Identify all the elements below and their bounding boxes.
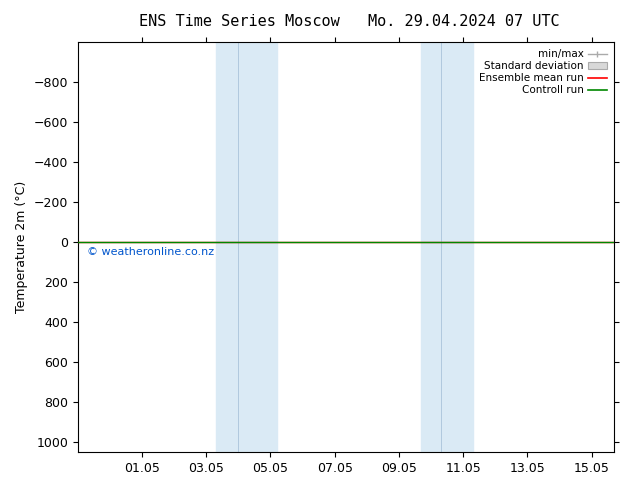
Text: ENS Time Series Moscow: ENS Time Series Moscow: [139, 14, 340, 29]
Bar: [422, 42, 473, 452]
Text: Mo. 29.04.2024 07 UTC: Mo. 29.04.2024 07 UTC: [368, 14, 559, 29]
Text: © weatheronline.co.nz: © weatheronline.co.nz: [87, 247, 214, 257]
Bar: [216, 42, 277, 452]
Legend: min/max, Standard deviation, Ensemble mean run, Controll run: min/max, Standard deviation, Ensemble me…: [477, 47, 609, 98]
Y-axis label: Temperature 2m (°C): Temperature 2m (°C): [15, 181, 28, 313]
